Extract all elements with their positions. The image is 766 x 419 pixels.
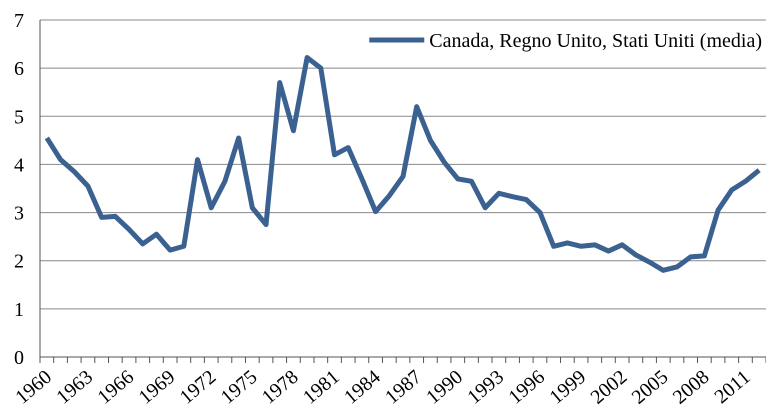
x-tick-label: 1969: [135, 366, 180, 409]
x-tick-label: 1981: [299, 366, 344, 409]
x-tick-label: 1960: [11, 366, 56, 409]
y-tick-label: 5: [14, 106, 24, 128]
y-tick-label: 0: [14, 347, 24, 369]
x-tick-label: 1972: [176, 366, 221, 409]
y-tick-label: 2: [14, 251, 24, 273]
line: [44, 55, 761, 273]
x-tick-label: 2005: [628, 366, 673, 409]
x-tick-label: 1996: [504, 366, 549, 409]
legend-label: Canada, Regno Unito, Stati Uniti (media): [429, 30, 762, 52]
y-tick-label: 3: [14, 203, 24, 225]
y-tick-label: 1: [14, 299, 24, 321]
x-tick-label: 1990: [422, 366, 467, 409]
x-tick-label: 2011: [710, 366, 754, 408]
x-tick-label: 1987: [381, 366, 426, 409]
y-tick-label: 7: [14, 10, 24, 32]
x-tick-label: 1978: [258, 366, 303, 409]
x-tick-label: 1963: [52, 366, 97, 409]
x-tick-label: 2008: [669, 366, 714, 409]
y-tick-label: 4: [14, 154, 24, 176]
x-tick-label: 2002: [587, 366, 632, 409]
x-tick-label: 1993: [463, 366, 508, 409]
x-tick-label: 1999: [546, 366, 591, 409]
x-tick-label: 1975: [217, 366, 262, 409]
x-tick-label: 1984: [340, 366, 385, 409]
x-tick-label: 1966: [93, 366, 138, 409]
y-tick-label: 6: [14, 58, 24, 80]
